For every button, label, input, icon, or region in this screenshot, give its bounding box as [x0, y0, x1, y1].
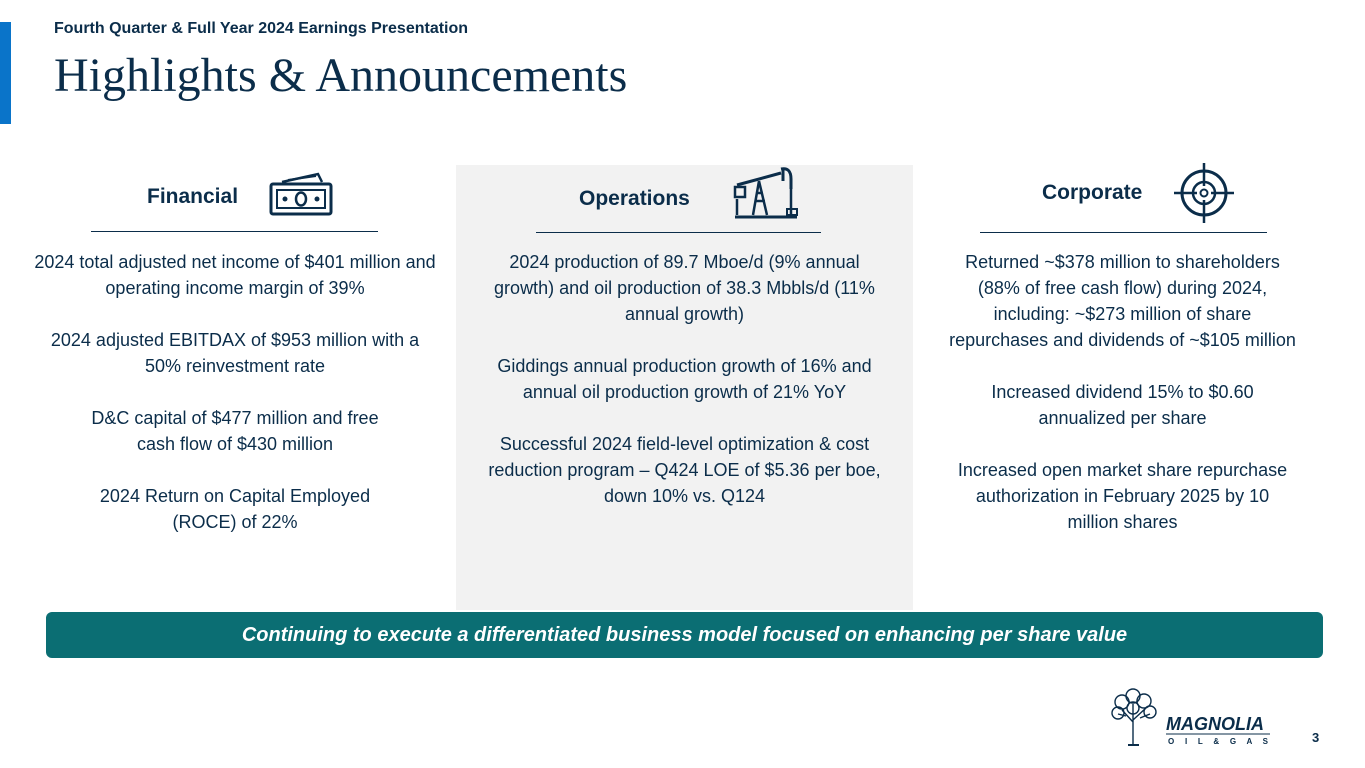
financial-header: Financial: [20, 165, 450, 233]
magnolia-logo: MAGNOLIA O I L & G A S: [1111, 688, 1270, 746]
financial-divider: [91, 231, 378, 232]
corporate-item: Increased dividend 15% to $0.60 annualiz…: [991, 382, 1254, 428]
corporate-body: Returned ~$378 million to shareholders (…: [920, 249, 1325, 561]
operations-item: 2024 production of 89.7 Mboe/d (9% annua…: [494, 252, 875, 324]
presentation-subtitle: Fourth Quarter & Full Year 2024 Earnings…: [54, 20, 469, 37]
operations-body: 2024 production of 89.7 Mboe/d (9% annua…: [456, 249, 913, 535]
page-number: 3: [1312, 730, 1320, 745]
financial-item: 2024 total adjusted net income of $401 m…: [34, 252, 436, 298]
corporate-header: Corporate: [920, 163, 1325, 233]
financial-column: Financial 2024 total adjusted net income…: [20, 165, 450, 610]
operations-item: Giddings annual production growth of 16%…: [497, 356, 872, 402]
accent-bar: [0, 22, 11, 124]
financial-item: 2024 adjusted EBITDAX of $953 million wi…: [50, 330, 420, 376]
money-bill-icon: [269, 172, 333, 216]
corporate-item: Returned ~$378 million to shareholders (…: [949, 252, 1296, 350]
operations-column: Operations 2024 production of 89.7 Mboe/…: [456, 165, 913, 610]
operations-divider: [536, 232, 821, 233]
operations-label: Operations: [579, 187, 690, 210]
financial-item: 2024 Return on Capital Employed (ROCE) o…: [99, 486, 371, 532]
operations-header: Operations: [456, 165, 913, 233]
financial-label: Financial: [147, 185, 239, 208]
corporate-item: Increased open market share repurchase a…: [957, 460, 1288, 532]
tree-icon: [1111, 688, 1157, 746]
financial-item: D&C capital of $477 million and free cas…: [91, 408, 379, 454]
corporate-divider: [980, 232, 1267, 233]
target-icon: [1174, 163, 1234, 223]
logo-tagline: O I L & G A S: [1168, 737, 1269, 746]
logo-wordmark: MAGNOLIA: [1166, 714, 1264, 734]
summary-banner: Continuing to execute a differentiated b…: [46, 612, 1323, 658]
financial-body: 2024 total adjusted net income of $401 m…: [20, 249, 450, 561]
oil-pump-icon: [733, 167, 798, 219]
corporate-column: Corporate Returned ~$378 million to shar…: [920, 163, 1325, 610]
page-title: Highlights & Announcements: [54, 49, 628, 102]
corporate-label: Corporate: [1042, 181, 1143, 204]
operations-item: Successful 2024 field-level optimization…: [488, 434, 881, 506]
